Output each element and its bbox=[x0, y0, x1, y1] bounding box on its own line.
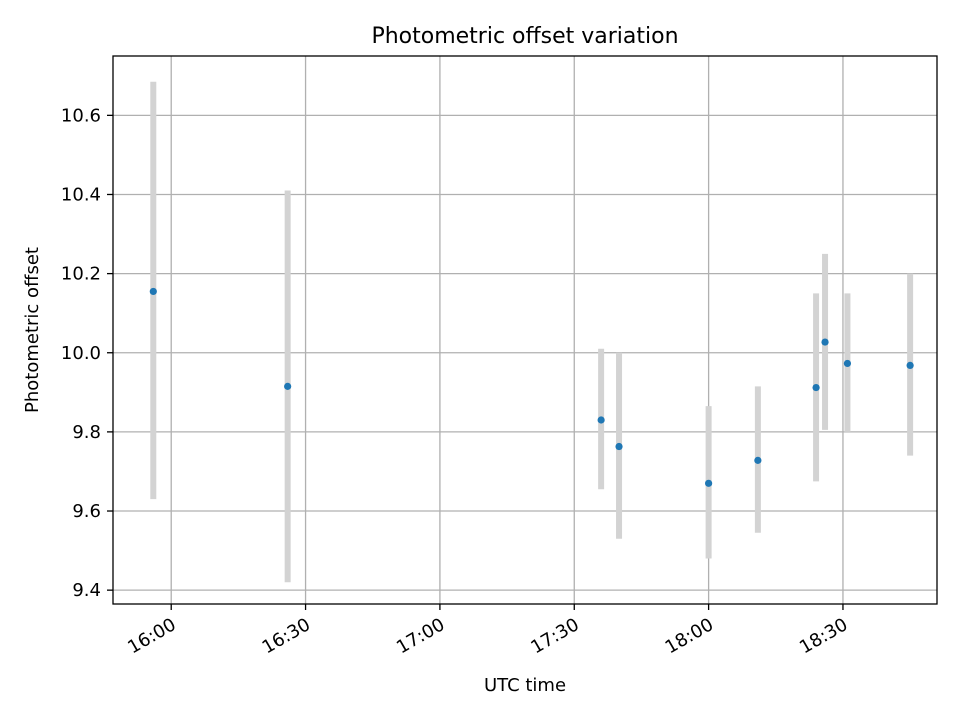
x-axis: 16:00 16:30 17:00 17:30 18:00 18:30 bbox=[124, 604, 851, 658]
y-tick-label: 10.2 bbox=[61, 264, 101, 285]
y-tick-label: 9.4 bbox=[72, 580, 101, 601]
data-point bbox=[812, 383, 820, 392]
x-tick-label: 18:30 bbox=[796, 614, 851, 658]
x-tick-label: 18:00 bbox=[662, 614, 717, 658]
x-tick-label: 17:00 bbox=[393, 614, 448, 658]
y-axis-label: Photometric offset bbox=[22, 247, 43, 413]
y-axis: 9.4 9.6 9.8 10.0 10.2 10.4 10.6 bbox=[61, 105, 113, 601]
x-axis-label: UTC time bbox=[484, 675, 566, 696]
y-tick-label: 10.0 bbox=[61, 343, 101, 364]
data-points bbox=[149, 287, 914, 487]
data-point bbox=[284, 382, 292, 390]
chart-title: Photometric offset variation bbox=[371, 24, 678, 49]
data-point bbox=[906, 361, 914, 370]
data-point bbox=[149, 287, 157, 296]
x-tick-label: 16:00 bbox=[124, 614, 179, 658]
y-tick-label: 10.6 bbox=[61, 105, 101, 126]
data-point bbox=[821, 338, 829, 346]
data-point bbox=[615, 442, 623, 451]
y-tick-label: 9.8 bbox=[72, 422, 101, 443]
data-point bbox=[754, 456, 762, 464]
data-point bbox=[597, 416, 605, 424]
data-point bbox=[843, 359, 852, 368]
x-tick-label: 17:30 bbox=[527, 614, 582, 658]
x-tick-label: 16:30 bbox=[259, 614, 314, 658]
y-tick-label: 9.6 bbox=[72, 501, 101, 522]
data-point bbox=[705, 479, 713, 487]
error-bars bbox=[150, 81, 914, 583]
grid bbox=[113, 56, 937, 604]
plot-frame bbox=[112, 55, 938, 605]
y-tick-label: 10.4 bbox=[61, 184, 101, 205]
